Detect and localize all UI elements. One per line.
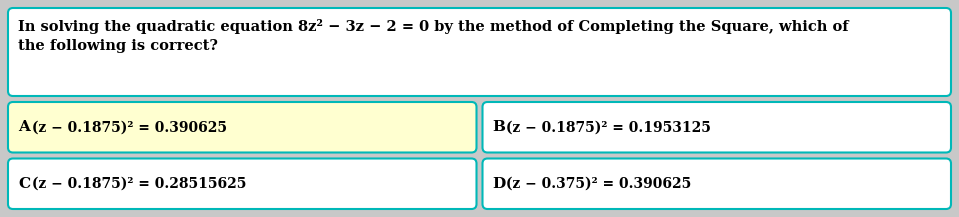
FancyBboxPatch shape <box>482 158 951 209</box>
Text: C: C <box>18 177 30 191</box>
Text: D: D <box>493 177 505 191</box>
Text: (z − 0.1875)² = 0.28515625: (z − 0.1875)² = 0.28515625 <box>32 177 246 191</box>
Text: (z − 0.1875)² = 0.390625: (z − 0.1875)² = 0.390625 <box>32 120 227 134</box>
FancyBboxPatch shape <box>8 8 951 96</box>
Text: In solving the quadratic equation 8z² − 3z − 2 = 0 by the method of Completing t: In solving the quadratic equation 8z² − … <box>18 18 849 33</box>
Text: A: A <box>18 120 30 134</box>
Text: B: B <box>493 120 505 134</box>
Text: the following is correct?: the following is correct? <box>18 39 218 53</box>
Text: (z − 0.1875)² = 0.1953125: (z − 0.1875)² = 0.1953125 <box>506 120 712 134</box>
FancyBboxPatch shape <box>8 102 477 153</box>
FancyBboxPatch shape <box>482 102 951 153</box>
FancyBboxPatch shape <box>8 158 477 209</box>
Text: (z − 0.375)² = 0.390625: (z − 0.375)² = 0.390625 <box>506 177 691 191</box>
